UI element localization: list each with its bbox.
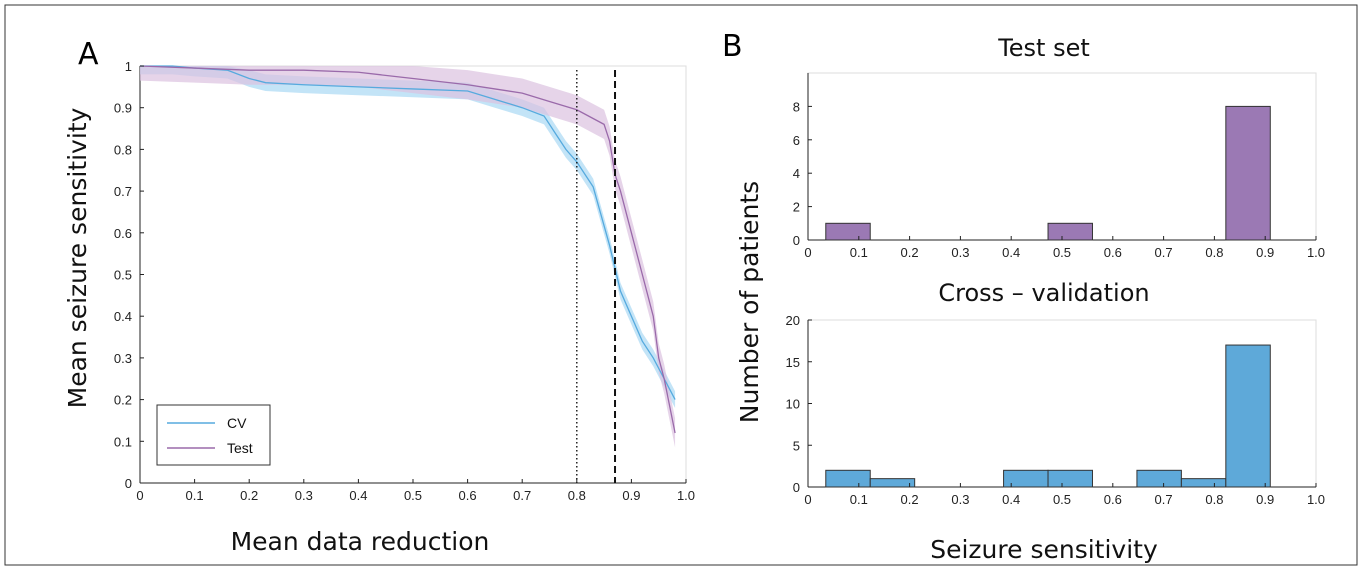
panel-a-xtick-label: 0.6 bbox=[459, 488, 477, 503]
series-cv-line bbox=[140, 65, 676, 400]
hist-test-xtick-label: 0.7 bbox=[1155, 245, 1173, 260]
panel-a-ytick-label: 0.1 bbox=[114, 434, 132, 449]
hist-cv-bar bbox=[825, 469, 871, 488]
panel-a-xlabel: Mean data reduction bbox=[231, 527, 490, 556]
panel-b-ylabel: Number of patients bbox=[735, 181, 764, 423]
hist-test-ytick-label: 2 bbox=[793, 200, 800, 215]
hist-cv-xtick-label: 0.5 bbox=[1053, 492, 1071, 507]
hist-test-ytick-label: 0 bbox=[793, 233, 800, 248]
hist-cv-bar bbox=[869, 478, 916, 488]
panel-a-ytick-label: 0.8 bbox=[114, 142, 132, 157]
hist-cv-xtick-label: 1.0 bbox=[1307, 492, 1325, 507]
legend-label-cv: CV bbox=[227, 415, 247, 431]
hist-cv-ytick-label: 20 bbox=[786, 313, 800, 328]
hist-cv-xtick-label: 0.1 bbox=[850, 492, 868, 507]
panel-a-ytick-label: 0.3 bbox=[114, 351, 132, 366]
hist-test-xtick-label: 0.8 bbox=[1205, 245, 1223, 260]
panel-a-xtick-label: 0.4 bbox=[349, 488, 367, 503]
panel-a-ytick-label: 0.9 bbox=[114, 101, 132, 116]
series-test-band bbox=[140, 66, 676, 448]
hist-test-xtick-label: 0.1 bbox=[850, 245, 868, 260]
panel-a-xtick-label: 1.0 bbox=[677, 488, 695, 503]
panel-a-xtick-label: 0.8 bbox=[568, 488, 586, 503]
legend-box bbox=[156, 404, 271, 466]
hist-cv-xlabel: Seizure sensitivity bbox=[930, 535, 1158, 564]
hist-test-title: Test set bbox=[997, 34, 1090, 62]
panel-a-ytick-label: 0.5 bbox=[114, 268, 132, 283]
panel-a-ytick-label: 0 bbox=[125, 476, 132, 491]
hist-cv-xtick-label: 0.2 bbox=[901, 492, 919, 507]
hist-cv-bar bbox=[1180, 478, 1227, 488]
hist-test-bar bbox=[1047, 222, 1093, 241]
hist-cv-xtick-label: 0.8 bbox=[1205, 492, 1223, 507]
hist-test-xtick-label: 0 bbox=[804, 245, 811, 260]
panel-a-xtick-label: 0.5 bbox=[404, 488, 422, 503]
figure-border bbox=[4, 4, 1358, 566]
panel-a-letter: A bbox=[78, 37, 99, 72]
hist-test-xtick-label: 0.5 bbox=[1053, 245, 1071, 260]
panel-a-ytick-label: 0.2 bbox=[114, 393, 132, 408]
panel-a-xtick-label: 0.1 bbox=[186, 488, 204, 503]
hist-cv-ytick-label: 15 bbox=[786, 355, 800, 370]
legend-label-test: Test bbox=[227, 440, 253, 456]
hist-cv-ytick-label: 5 bbox=[793, 438, 800, 453]
hist-cv-ytick-label: 10 bbox=[786, 397, 800, 412]
hist-cv-bar bbox=[1047, 469, 1093, 488]
panel-a-ytick-label: 0.6 bbox=[114, 226, 132, 241]
panel-a-ytick-label: 1 bbox=[125, 59, 132, 74]
panel-a-ytick-label: 0.4 bbox=[114, 309, 132, 324]
hist-test-xtick-label: 1.0 bbox=[1307, 245, 1325, 260]
hist-test-xtick-label: 0.2 bbox=[901, 245, 919, 260]
hist-cv-bar bbox=[1003, 469, 1049, 488]
hist-test-bar bbox=[1225, 105, 1271, 241]
hist-cv-xtick-label: 0.4 bbox=[1002, 492, 1020, 507]
hist-test-ytick-label: 6 bbox=[793, 133, 800, 148]
hist-test-bar bbox=[825, 222, 871, 241]
hist-test-xtick-label: 0.6 bbox=[1104, 245, 1122, 260]
panel-a-ytick-label: 0.7 bbox=[114, 184, 132, 199]
hist-cv-bar bbox=[1225, 344, 1271, 488]
hist-cv-xtick-label: 0 bbox=[804, 492, 811, 507]
hist-test-xtick-label: 0.9 bbox=[1256, 245, 1274, 260]
hist-test-xtick-label: 0.4 bbox=[1002, 245, 1020, 260]
hist-cv-title: Cross – validation bbox=[938, 279, 1149, 307]
hist-cv-xtick-label: 0.9 bbox=[1256, 492, 1274, 507]
panel-a-xtick-label: 0.3 bbox=[295, 488, 313, 503]
hist-cv-ytick-label: 0 bbox=[793, 480, 800, 495]
panel-a-xtick-label: 0.2 bbox=[240, 488, 258, 503]
hist-test-ytick-label: 4 bbox=[793, 166, 800, 181]
hist-cv-xtick-label: 0.3 bbox=[951, 492, 969, 507]
panel-b-letter: B bbox=[722, 29, 743, 64]
hist-cv-bar bbox=[1136, 469, 1182, 488]
series-test-line bbox=[139, 65, 676, 434]
panel-a-xtick-label: 0 bbox=[136, 488, 143, 503]
hist-cv-xtick-label: 0.6 bbox=[1104, 492, 1122, 507]
panel-a-ylabel: Mean seizure sensitivity bbox=[63, 107, 92, 408]
hist-cv-xtick-label: 0.7 bbox=[1155, 492, 1173, 507]
hist-test-xtick-label: 0.3 bbox=[951, 245, 969, 260]
hist-test-ytick-label: 8 bbox=[793, 99, 800, 114]
panel-a-xtick-label: 0.9 bbox=[622, 488, 640, 503]
panel-a-xtick-label: 0.7 bbox=[513, 488, 531, 503]
